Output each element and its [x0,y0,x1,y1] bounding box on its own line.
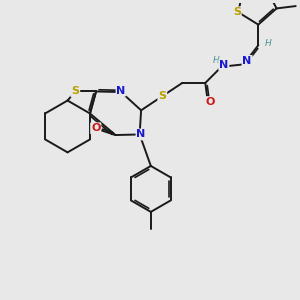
Text: H: H [213,56,220,65]
Text: S: S [71,86,79,97]
Text: S: S [233,7,241,17]
Text: N: N [242,56,252,66]
Text: N: N [219,60,229,70]
Text: O: O [91,123,101,133]
Text: H: H [264,39,271,48]
Text: N: N [116,85,126,96]
Text: O: O [206,97,215,107]
Text: S: S [158,91,166,101]
Text: N: N [136,130,146,140]
